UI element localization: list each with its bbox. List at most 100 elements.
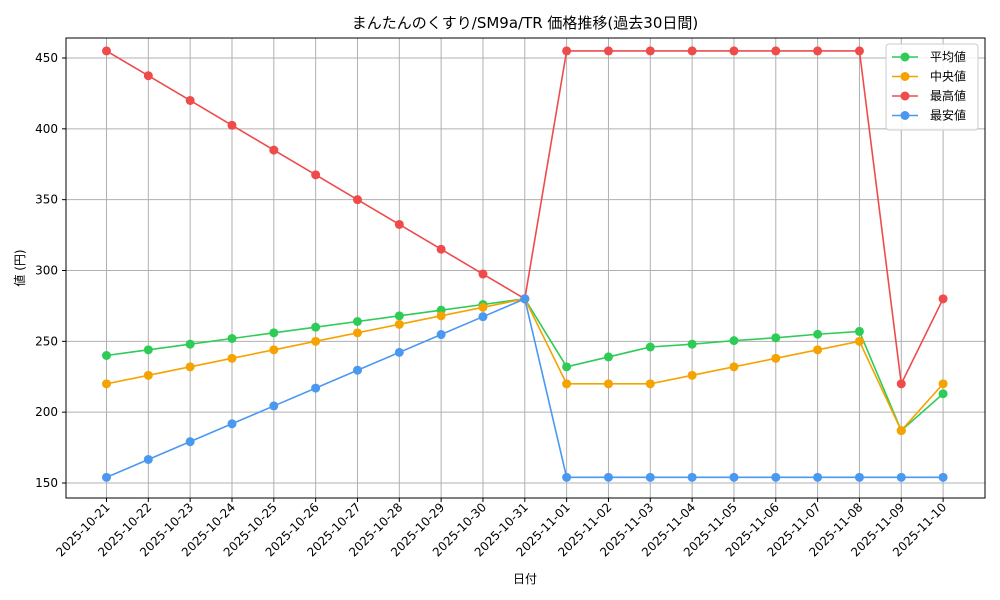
data-point [938, 379, 948, 389]
grid-lines [66, 38, 985, 498]
y-axis-label: 値 (円) [12, 249, 27, 286]
data-point [938, 389, 948, 399]
data-point [645, 472, 655, 482]
x-axis-label: 日付 [513, 572, 537, 586]
data-point [854, 472, 864, 482]
data-point [687, 370, 697, 380]
y-tick-label: 150 [35, 476, 58, 490]
data-point [645, 46, 655, 56]
data-point [269, 328, 279, 338]
data-point [185, 339, 195, 349]
data-point [311, 170, 321, 180]
data-point [854, 326, 864, 336]
data-point [352, 195, 362, 205]
data-point [478, 269, 488, 279]
data-point [603, 472, 613, 482]
data-point [102, 350, 111, 360]
data-point [311, 336, 321, 346]
data-point [436, 311, 446, 321]
data-point [143, 370, 153, 380]
data-point [687, 472, 697, 482]
data-point [562, 46, 572, 56]
data-point [478, 302, 488, 312]
data-point [352, 328, 362, 338]
data-point [729, 472, 739, 482]
y-tick-label: 350 [35, 193, 58, 207]
data-point [603, 379, 613, 389]
legend-entry: 中央値 [930, 69, 966, 84]
data-point [102, 379, 111, 389]
data-point [352, 365, 362, 375]
data-point [185, 437, 195, 447]
data-point [102, 46, 111, 56]
data-point [394, 347, 404, 357]
data-point [687, 339, 697, 349]
data-point [813, 345, 823, 355]
data-series [102, 46, 948, 482]
data-point [603, 352, 613, 362]
data-point [562, 379, 572, 389]
data-point [729, 46, 739, 56]
data-point [520, 294, 530, 304]
data-point [102, 472, 111, 482]
data-point [562, 472, 572, 482]
data-point [143, 345, 153, 355]
data-point [938, 472, 948, 482]
data-point [185, 362, 195, 372]
y-tick-label: 300 [35, 263, 58, 277]
series-line [102, 294, 948, 436]
data-point [896, 472, 906, 482]
y-tick-label: 250 [35, 334, 58, 348]
data-point [687, 46, 697, 56]
legend-entry: 最安値 [930, 108, 966, 123]
data-point [729, 336, 739, 346]
data-point [143, 71, 153, 81]
data-point [771, 46, 781, 56]
data-point [227, 353, 237, 363]
data-point [729, 362, 739, 372]
y-tick-label: 400 [35, 122, 58, 136]
y-axis-ticks: 150 200 250 300 350 400 450 [35, 51, 66, 490]
data-point [227, 419, 237, 429]
legend-entry: 平均値 [930, 49, 966, 64]
y-tick-label: 200 [35, 405, 58, 419]
x-axis-ticks: 2025-10-212025-10-222025-10-232025-10-24… [53, 498, 949, 559]
data-point [311, 322, 321, 332]
data-point [813, 329, 823, 339]
data-point [143, 454, 153, 464]
data-point [269, 345, 279, 355]
data-point [771, 333, 781, 343]
chart-title: まんたんのくすり/SM9a/TR 価格推移(過去30日間) [352, 14, 698, 32]
data-point [896, 426, 906, 436]
data-point [436, 244, 446, 254]
data-point [394, 219, 404, 229]
data-point [603, 46, 613, 56]
data-point [394, 319, 404, 329]
data-point [854, 46, 864, 56]
legend-marker-icon [900, 91, 910, 101]
data-point [854, 336, 864, 346]
data-point [562, 362, 572, 372]
y-tick-label: 450 [35, 51, 58, 65]
data-point [478, 312, 488, 322]
data-point [311, 383, 321, 393]
series-line [102, 294, 948, 482]
data-point [771, 472, 781, 482]
legend-marker-icon [900, 111, 910, 120]
data-point [185, 95, 195, 105]
data-point [813, 472, 823, 482]
data-point [436, 330, 446, 340]
data-point [896, 379, 906, 389]
legend-entry: 最高値 [930, 88, 966, 103]
legend-marker-icon [900, 52, 910, 62]
data-point [394, 311, 404, 321]
plot-area [65, 37, 986, 499]
data-point [227, 120, 237, 130]
data-point [938, 294, 948, 304]
data-point [352, 316, 362, 326]
data-point [269, 401, 279, 411]
data-point [645, 342, 655, 352]
data-point [269, 145, 279, 155]
